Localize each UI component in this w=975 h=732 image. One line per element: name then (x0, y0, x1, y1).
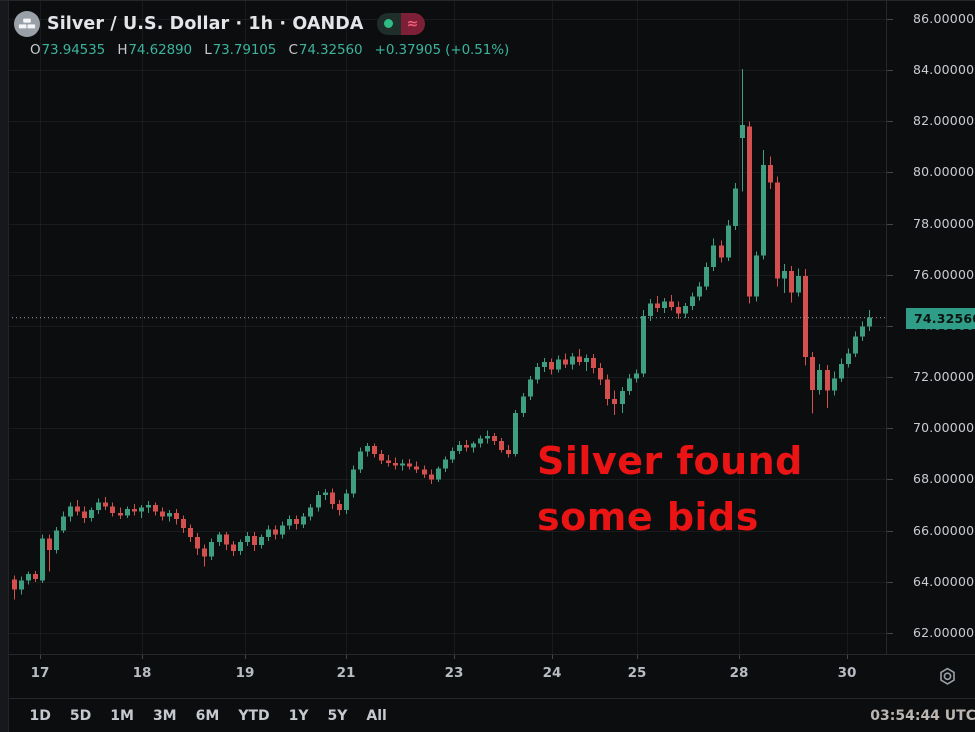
range-button-1d[interactable]: 1D (29, 708, 51, 724)
price-axis[interactable]: 86.00000 84.00000 82.00000 80.00000 78.00000… (886, 1, 975, 654)
price-axis-tick (887, 531, 893, 532)
price-axis-label: 80.00000 (913, 164, 975, 179)
range-button-1m[interactable]: 1M (110, 708, 134, 724)
market-open-dot (376, 12, 401, 35)
silver-symbol-icon[interactable] (14, 10, 40, 37)
price-axis-tick (887, 582, 893, 583)
time-axis-tick (637, 655, 638, 659)
chart-annotation-text[interactable]: Silver found some bids (537, 433, 803, 545)
time-axis-tick (454, 655, 455, 659)
time-axis-label: 18 (132, 665, 152, 681)
market-status-indicator[interactable]: ≈ (376, 12, 425, 35)
price-axis-tick (887, 275, 893, 276)
time-axis-tick (847, 655, 848, 659)
price-axis-tick (887, 19, 893, 20)
price-axis-tick (887, 70, 893, 71)
time-axis-label: 25 (627, 665, 647, 681)
close-value: 74.32560 (298, 42, 363, 58)
price-axis-tick (887, 479, 893, 480)
time-axis-tick (245, 655, 246, 659)
open-value: 73.94535 (41, 42, 106, 58)
price-axis-tick (887, 377, 893, 378)
date-range-toolbar: 1D 5D 1M 3M 6M YTD 1Y 5Y All (20, 699, 396, 732)
time-axis[interactable]: 17 18 19 21 23 24 25 28 30 (0, 654, 975, 698)
range-button-3m[interactable]: 3M (152, 708, 177, 724)
annotation-line-2: some bids (537, 495, 759, 539)
time-axis-label: 24 (542, 665, 562, 681)
price-axis-label: 70.00000 (913, 420, 975, 435)
range-button-all[interactable]: All (366, 708, 387, 724)
price-axis-tick (887, 428, 893, 429)
price-axis-label: 68.00000 (913, 471, 975, 486)
close-label: C (288, 42, 298, 58)
settings-gear-icon[interactable] (934, 663, 961, 690)
symbol-title[interactable]: Silver / U.S. Dollar · 1h · OANDA (47, 13, 364, 34)
time-axis-tick (552, 655, 553, 659)
chart-pane[interactable]: Silver / U.S. Dollar · 1h · OANDA ≈ O73.… (0, 1, 886, 654)
annotation-line-1: Silver found (537, 439, 803, 483)
time-axis-label: 28 (729, 665, 749, 681)
time-axis-label: 21 (336, 665, 356, 681)
candle-series (12, 68, 872, 600)
current-price-badge: 74.32560 (906, 308, 975, 329)
delayed-data-icon: ≈ (400, 12, 425, 35)
price-axis-label: 82.00000 (913, 113, 975, 128)
time-axis-label: 30 (837, 665, 857, 681)
price-axis-tick (887, 633, 893, 634)
low-value: 73.79105 (212, 42, 277, 58)
open-label: O (30, 42, 41, 58)
time-axis-tick (142, 655, 143, 659)
range-button-5y[interactable]: 5Y (327, 708, 348, 724)
clock-utc[interactable]: 03:54:44 UTC (870, 708, 975, 724)
left-edge-gutter (0, 1, 9, 732)
price-axis-label: 72.00000 (913, 369, 975, 384)
price-axis-tick (887, 326, 893, 327)
bottom-toolbar: 1D 5D 1M 3M 6M YTD 1Y 5Y All 03:54:44 UTC (0, 698, 975, 732)
range-button-6m[interactable]: 6M (195, 708, 220, 724)
time-axis-tick (346, 655, 347, 659)
price-axis-label: 84.00000 (913, 62, 975, 77)
time-axis-tick (739, 655, 740, 659)
change-value: +0.37905 (+0.51%) (374, 42, 510, 58)
price-axis-tick (887, 121, 893, 122)
low-label: L (204, 42, 212, 58)
time-axis-tick (40, 655, 41, 659)
high-label: H (117, 42, 128, 58)
chart-header: Silver / U.S. Dollar · 1h · OANDA ≈ O73.… (14, 10, 509, 58)
range-button-ytd[interactable]: YTD (238, 708, 270, 724)
range-button-5d[interactable]: 5D (69, 708, 92, 724)
price-axis-label: 66.00000 (913, 523, 975, 538)
price-axis-tick (887, 224, 893, 225)
range-button-1y[interactable]: 1Y (288, 708, 309, 724)
time-axis-label: 23 (444, 665, 464, 681)
price-axis-label: 86.00000 (913, 11, 975, 26)
price-axis-label: 78.00000 (913, 216, 975, 231)
price-axis-label: 62.00000 (913, 625, 975, 640)
time-axis-label: 17 (30, 665, 50, 681)
ohlc-values: O73.94535 H74.62890 L73.79105 C74.32560 … (30, 42, 509, 58)
price-axis-tick (887, 172, 893, 173)
high-value: 74.62890 (128, 42, 193, 58)
time-axis-label: 19 (235, 665, 255, 681)
price-axis-label: 76.00000 (913, 267, 975, 282)
price-axis-label: 64.00000 (913, 574, 975, 589)
candlestick-chart[interactable] (0, 1, 886, 654)
